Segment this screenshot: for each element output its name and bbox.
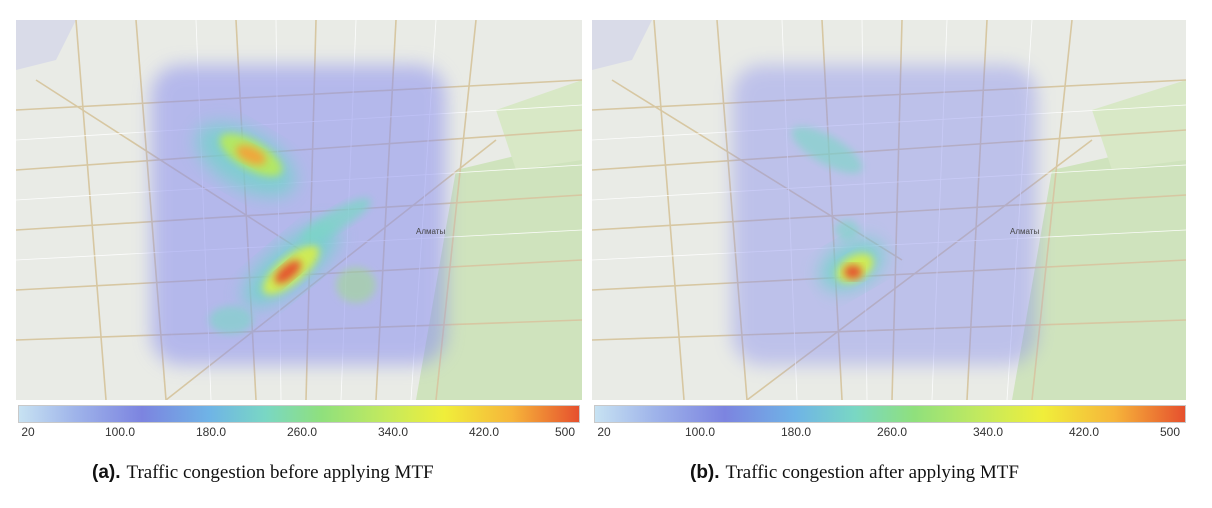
caption-a: (a). Traffic congestion before applying M… [92,462,434,484]
congestion-heatmap-b: Алматы [592,20,1186,400]
colorbar-a [18,405,580,423]
water-area [16,20,76,70]
map-city-label: Алматы [416,227,445,236]
colorbar-tick: 420.0 [1068,425,1100,439]
colorbar-tick: 260.0 [876,425,908,439]
colorbar-tick: 420.0 [468,425,500,439]
park-area [1092,80,1186,170]
map-panel-b: Алматы [592,20,1186,400]
colorbar-ticks-b: 20 100.0 180.0 260.0 340.0 420.0 500 [592,425,1186,439]
colorbar-ticks-a: 20 100.0 180.0 260.0 340.0 420.0 500 [16,425,582,439]
caption-b: (b). Traffic congestion after applying MT… [690,462,1019,484]
colorbar-tick: 500 [1159,425,1181,439]
colorbar-b [594,405,1186,423]
congestion-heatmap-a: Алматы [16,20,582,400]
map-city-label: Алматы [1010,227,1039,236]
park-area [1012,140,1186,400]
heat-overlay-b [732,65,1037,365]
colorbar-tick: 500 [554,425,576,439]
colorbar-tick: 20 [21,425,35,439]
colorbar-tick: 340.0 [377,425,409,439]
caption-tag: (b). [690,462,720,483]
colorbar-tick: 180.0 [780,425,812,439]
water-area [592,20,652,70]
park-area [496,80,582,170]
heat-overlay-a [151,65,446,365]
colorbar-tick: 260.0 [286,425,318,439]
caption-text: Traffic congestion after applying MTF [725,462,1019,483]
caption-text: Traffic congestion before applying MTF [126,462,434,483]
caption-tag: (a). [92,462,121,483]
colorbar-tick: 20 [597,425,611,439]
colorbar-tick: 100.0 [104,425,136,439]
colorbar-tick: 340.0 [972,425,1004,439]
park-area [416,140,582,400]
colorbar-tick: 180.0 [195,425,227,439]
map-panel-a: Алматы [16,20,582,400]
colorbar-tick: 100.0 [684,425,716,439]
